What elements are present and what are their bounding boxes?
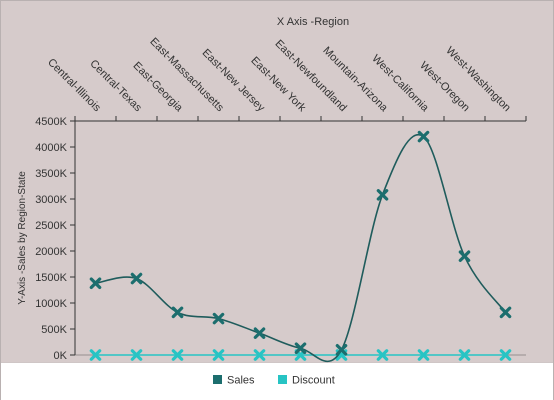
data-point-discount[interactable]	[376, 349, 389, 361]
data-point-sales[interactable]	[458, 250, 471, 262]
data-point-discount[interactable]	[417, 349, 430, 361]
series-group	[89, 130, 512, 363]
data-point-discount[interactable]	[89, 349, 102, 361]
x-tick-label: East-Massachusetts	[147, 36, 226, 115]
y-tick-label: 1500K	[35, 272, 67, 284]
data-point-discount[interactable]	[171, 349, 184, 361]
data-point-discount[interactable]	[499, 349, 512, 361]
y-tick-label: 500K	[41, 324, 67, 336]
data-point-sales[interactable]	[294, 342, 307, 355]
data-point-sales[interactable]	[376, 189, 389, 201]
data-point-discount[interactable]	[212, 349, 225, 361]
legend[interactable]: Sales Discount	[213, 375, 335, 387]
x-tick-labels: Central-IllinoisCentral-TexasEast-Georgi…	[45, 36, 513, 115]
data-point-discount[interactable]	[253, 349, 266, 361]
data-point-discount[interactable]	[458, 349, 471, 361]
y-tick-label: 4500K	[35, 116, 67, 128]
legend-swatch-discount[interactable]	[278, 375, 287, 384]
data-point-sales[interactable]	[89, 277, 102, 290]
legend-area	[1, 362, 553, 400]
series-line-sales	[95, 133, 507, 363]
legend-label-discount[interactable]: Discount	[292, 375, 335, 387]
y-tick-label: 2000K	[35, 246, 67, 258]
data-point-sales[interactable]	[253, 327, 266, 339]
data-point-sales[interactable]	[212, 312, 225, 325]
y-tick-label: 4000K	[35, 142, 67, 154]
data-point-discount[interactable]	[130, 349, 143, 361]
y-tick-label: 3000K	[35, 194, 67, 206]
data-point-sales[interactable]	[417, 130, 430, 143]
x-tick-label: East-Newfoundland	[272, 38, 348, 114]
data-point-sales[interactable]	[130, 272, 143, 285]
data-point-sales[interactable]	[499, 306, 512, 319]
x-axis-title: X Axis -Region	[277, 16, 349, 28]
y-tick-labels: 0K 500K 1000K 1500K 2000K 2500K 3000K 3500K 4000…	[35, 116, 67, 362]
y-axis-title: Y-Axis -Sales by Region-State	[17, 171, 28, 305]
y-tick-label: 2500K	[35, 220, 67, 232]
data-point-sales[interactable]	[335, 344, 348, 356]
y-tick-label: 1000K	[35, 298, 67, 310]
y-tick-label: 0K	[54, 350, 68, 362]
y-tick-label: 3500K	[35, 168, 67, 180]
legend-swatch-sales[interactable]	[213, 375, 222, 384]
legend-label-sales[interactable]: Sales	[227, 375, 255, 387]
data-point-sales[interactable]	[171, 306, 184, 319]
